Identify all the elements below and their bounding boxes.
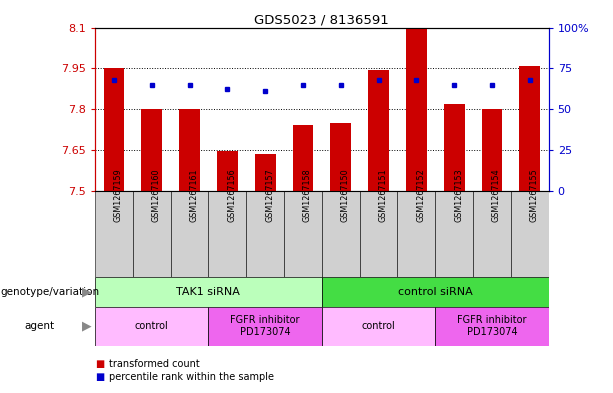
Bar bbox=[246, 191, 284, 277]
Text: agent: agent bbox=[25, 321, 55, 331]
Text: GSM1267159: GSM1267159 bbox=[114, 168, 123, 222]
Text: transformed count: transformed count bbox=[109, 358, 199, 369]
Text: GSM1267160: GSM1267160 bbox=[151, 168, 161, 222]
Text: GSM1267155: GSM1267155 bbox=[530, 168, 539, 222]
Text: GSM1267153: GSM1267153 bbox=[454, 168, 463, 222]
Bar bbox=[104, 68, 124, 191]
Text: FGFR inhibitor
PD173074: FGFR inhibitor PD173074 bbox=[230, 316, 300, 337]
Bar bbox=[142, 109, 162, 191]
Text: GSM1267150: GSM1267150 bbox=[341, 168, 350, 222]
Bar bbox=[322, 277, 549, 307]
Text: control siRNA: control siRNA bbox=[398, 287, 473, 297]
Bar bbox=[292, 125, 313, 191]
Bar bbox=[95, 191, 133, 277]
Text: percentile rank within the sample: percentile rank within the sample bbox=[109, 372, 273, 382]
Text: ■: ■ bbox=[95, 358, 104, 369]
Text: GSM1267151: GSM1267151 bbox=[378, 168, 387, 222]
Text: ▶: ▶ bbox=[82, 285, 92, 298]
Bar bbox=[330, 123, 351, 191]
Text: GSM1267157: GSM1267157 bbox=[265, 168, 274, 222]
Bar bbox=[255, 154, 275, 191]
Text: GSM1267154: GSM1267154 bbox=[492, 168, 501, 222]
Text: GSM1267152: GSM1267152 bbox=[416, 168, 425, 222]
Bar bbox=[179, 109, 200, 191]
Bar bbox=[435, 307, 549, 346]
Bar bbox=[482, 109, 502, 191]
Bar bbox=[95, 307, 208, 346]
Bar bbox=[170, 191, 208, 277]
Bar bbox=[444, 104, 465, 191]
Text: control: control bbox=[135, 321, 169, 331]
Bar bbox=[208, 307, 322, 346]
Text: ■: ■ bbox=[95, 372, 104, 382]
Bar bbox=[397, 191, 435, 277]
Text: GSM1267156: GSM1267156 bbox=[227, 168, 237, 222]
Bar bbox=[95, 277, 322, 307]
Text: GSM1267158: GSM1267158 bbox=[303, 168, 312, 222]
Bar bbox=[406, 28, 427, 191]
Bar bbox=[435, 191, 473, 277]
Text: FGFR inhibitor
PD173074: FGFR inhibitor PD173074 bbox=[457, 316, 527, 337]
Bar bbox=[133, 191, 170, 277]
Bar bbox=[217, 151, 238, 191]
Title: GDS5023 / 8136591: GDS5023 / 8136591 bbox=[254, 13, 389, 26]
Text: control: control bbox=[362, 321, 395, 331]
Text: ▶: ▶ bbox=[82, 320, 92, 333]
Bar bbox=[284, 191, 322, 277]
Bar bbox=[322, 307, 435, 346]
Text: TAK1 siRNA: TAK1 siRNA bbox=[177, 287, 240, 297]
Bar bbox=[473, 191, 511, 277]
Bar bbox=[519, 66, 540, 191]
Bar bbox=[368, 70, 389, 191]
Bar bbox=[511, 191, 549, 277]
Bar bbox=[322, 191, 360, 277]
Bar bbox=[360, 191, 397, 277]
Bar bbox=[208, 191, 246, 277]
Text: genotype/variation: genotype/variation bbox=[0, 287, 99, 297]
Text: GSM1267161: GSM1267161 bbox=[189, 168, 199, 222]
